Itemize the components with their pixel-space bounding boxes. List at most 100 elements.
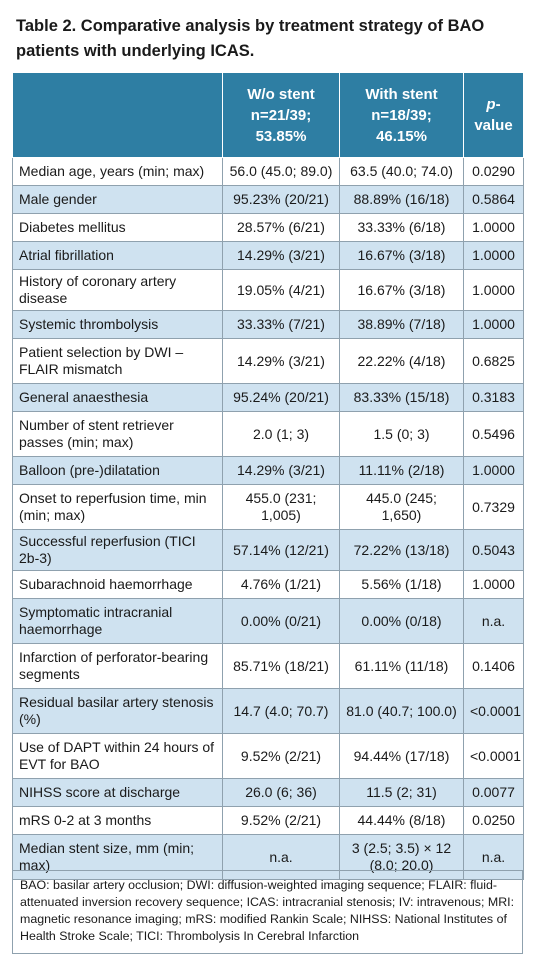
- table-row: Onset to reperfusion time, min (min; max…: [12, 484, 524, 530]
- cell-without-stent: 14.29% (3/21): [222, 338, 340, 384]
- cell-p-value: 0.0250: [463, 806, 524, 835]
- table-row: Atrial fibrillation 14.29% (3/21) 16.67% (…: [12, 241, 524, 270]
- cell-without-stent: 95.24% (20/21): [222, 383, 340, 412]
- cell-p-value: 1.0000: [463, 310, 524, 339]
- cell-p-value: 0.1406: [463, 643, 524, 689]
- table-row: NIHSS score at discharge 26.0 (6; 36) 11.5…: [12, 778, 524, 807]
- cell-with-stent: 33.33% (6/18): [339, 213, 464, 242]
- cell-without-stent: 95.23% (20/21): [222, 185, 340, 214]
- header-without-stent-line2: n=21/39;: [250, 106, 312, 124]
- row-label: Patient selection by DWI – FLAIR mismatc…: [12, 338, 223, 384]
- cell-with-stent: 63.5 (40.0; 74.0): [339, 157, 464, 186]
- cell-p-value: 1.0000: [463, 456, 524, 485]
- cell-p-value: 1.0000: [463, 241, 524, 270]
- cell-without-stent: 14.7 (4.0; 70.7): [222, 688, 340, 734]
- header-p-rest: -value: [474, 96, 513, 134]
- header-with-stent: With stent n=18/39; 46.15%: [339, 72, 464, 158]
- cell-without-stent: 0.00% (0/21): [222, 598, 340, 644]
- cell-p-value: <0.0001: [463, 733, 524, 779]
- header-with-stent-line2: n=18/39;: [371, 106, 432, 124]
- cell-p-value: 1.0000: [463, 269, 524, 311]
- row-label: Diabetes mellitus: [12, 213, 223, 242]
- cell-with-stent: 11.5 (2; 31): [339, 778, 464, 807]
- row-label: Balloon (pre-)dilatation: [12, 456, 223, 485]
- cell-with-stent: 38.89% (7/18): [339, 310, 464, 339]
- row-label: Use of DAPT within 24 hours of EVT for B…: [12, 733, 223, 779]
- header-blank-cell: [12, 72, 223, 158]
- cell-without-stent: 26.0 (6; 36): [222, 778, 340, 807]
- cell-with-stent: 3 (2.5; 3.5) × 12 (8.0; 20.0): [339, 834, 464, 880]
- cell-p-value: <0.0001: [463, 688, 524, 734]
- cell-without-stent: 85.71% (18/21): [222, 643, 340, 689]
- row-label: Onset to reperfusion time, min (min; max…: [12, 484, 223, 530]
- table-row: Symptomatic intracranial haemorrhage 0.00…: [12, 598, 524, 644]
- header-without-stent-line1: W/o stent: [247, 85, 315, 103]
- table-row: General anaesthesia 95.24% (20/21) 83.33% …: [12, 383, 524, 412]
- cell-p-value: n.a.: [463, 598, 524, 644]
- table-row: Systemic thrombolysis 33.33% (7/21) 38.89%…: [12, 310, 524, 339]
- table-row: mRS 0-2 at 3 months 9.52% (2/21) 44.44% (8…: [12, 806, 524, 835]
- comparison-table: W/o stent n=21/39; 53.85% With stent n=1…: [12, 72, 524, 880]
- cell-with-stent: 72.22% (13/18): [339, 529, 464, 571]
- cell-without-stent: 33.33% (7/21): [222, 310, 340, 339]
- table-row: History of coronary artery disease 19.05%…: [12, 269, 524, 311]
- cell-with-stent: 16.67% (3/18): [339, 269, 464, 311]
- table-row: Residual basilar artery stenosis (%) 14.7…: [12, 688, 524, 734]
- table-row: Subarachnoid haemorrhage 4.76% (1/21) 5.56…: [12, 570, 524, 599]
- cell-without-stent: 4.76% (1/21): [222, 570, 340, 599]
- cell-with-stent: 16.67% (3/18): [339, 241, 464, 270]
- row-label: Systemic thrombolysis: [12, 310, 223, 339]
- cell-with-stent: 11.11% (2/18): [339, 456, 464, 485]
- header-p-italic: p: [486, 96, 496, 113]
- cell-with-stent: 22.22% (4/18): [339, 338, 464, 384]
- table-row: Use of DAPT within 24 hours of EVT for B…: [12, 733, 524, 779]
- cell-without-stent: 9.52% (2/21): [222, 733, 340, 779]
- cell-p-value: 0.5043: [463, 529, 524, 571]
- table-header-row: W/o stent n=21/39; 53.85% With stent n=1…: [12, 72, 524, 158]
- header-p-value: p-value: [463, 72, 524, 158]
- row-label: mRS 0-2 at 3 months: [12, 806, 223, 835]
- cell-with-stent: 0.00% (0/18): [339, 598, 464, 644]
- cell-without-stent: 9.52% (2/21): [222, 806, 340, 835]
- table-row: Median age, years (min; max) 56.0 (45.0; …: [12, 157, 524, 186]
- cell-without-stent: 14.29% (3/21): [222, 456, 340, 485]
- table-row: Median stent size, mm (min; max) n.a. 3 (2…: [12, 834, 524, 880]
- cell-p-value: 0.0077: [463, 778, 524, 807]
- cell-p-value: n.a.: [463, 834, 524, 880]
- cell-p-value: 0.7329: [463, 484, 524, 530]
- table-row: Successful reperfusion (TICI 2b-3) 57.14%…: [12, 529, 524, 571]
- cell-with-stent: 5.56% (1/18): [339, 570, 464, 599]
- cell-with-stent: 44.44% (8/18): [339, 806, 464, 835]
- cell-p-value: 0.0290: [463, 157, 524, 186]
- cell-p-value: 1.0000: [463, 570, 524, 599]
- cell-with-stent: 88.89% (16/18): [339, 185, 464, 214]
- cell-without-stent: 56.0 (45.0; 89.0): [222, 157, 340, 186]
- row-label: General anaesthesia: [12, 383, 223, 412]
- cell-p-value: 0.6825: [463, 338, 524, 384]
- row-label: Number of stent retriever passes (min; m…: [12, 411, 223, 457]
- row-label: Residual basilar artery stenosis (%): [12, 688, 223, 734]
- header-with-stent-line1: With stent: [365, 85, 438, 103]
- cell-with-stent: 81.0 (40.7; 100.0): [339, 688, 464, 734]
- header-without-stent: W/o stent n=21/39; 53.85%: [222, 72, 340, 158]
- cell-with-stent: 83.33% (15/18): [339, 383, 464, 412]
- header-without-stent-line3: 53.85%: [255, 127, 307, 145]
- cell-p-value: 0.5496: [463, 411, 524, 457]
- row-label: Atrial fibrillation: [12, 241, 223, 270]
- table-row: Patient selection by DWI – FLAIR mismatc…: [12, 338, 524, 384]
- cell-with-stent: 445.0 (245; 1,650): [339, 484, 464, 530]
- row-label: Successful reperfusion (TICI 2b-3): [12, 529, 223, 571]
- cell-without-stent: 455.0 (231; 1,005): [222, 484, 340, 530]
- table-title: Table 2. Comparative analysis by treatme…: [16, 17, 485, 60]
- cell-with-stent: 94.44% (17/18): [339, 733, 464, 779]
- cell-without-stent: 2.0 (1; 3): [222, 411, 340, 457]
- cell-with-stent: 61.11% (11/18): [339, 643, 464, 689]
- row-label: Subarachnoid haemorrhage: [12, 570, 223, 599]
- cell-p-value: 0.5864: [463, 185, 524, 214]
- table-footnote: BAO: basilar artery occlusion; DWI: diff…: [12, 870, 523, 954]
- row-label: Infarction of perforator-bearing segment…: [12, 643, 223, 689]
- cell-without-stent: n.a.: [222, 834, 340, 880]
- row-label: NIHSS score at discharge: [12, 778, 223, 807]
- cell-without-stent: 57.14% (12/21): [222, 529, 340, 571]
- table-row: Male gender 95.23% (20/21) 88.89% (16/18) 0…: [12, 185, 524, 214]
